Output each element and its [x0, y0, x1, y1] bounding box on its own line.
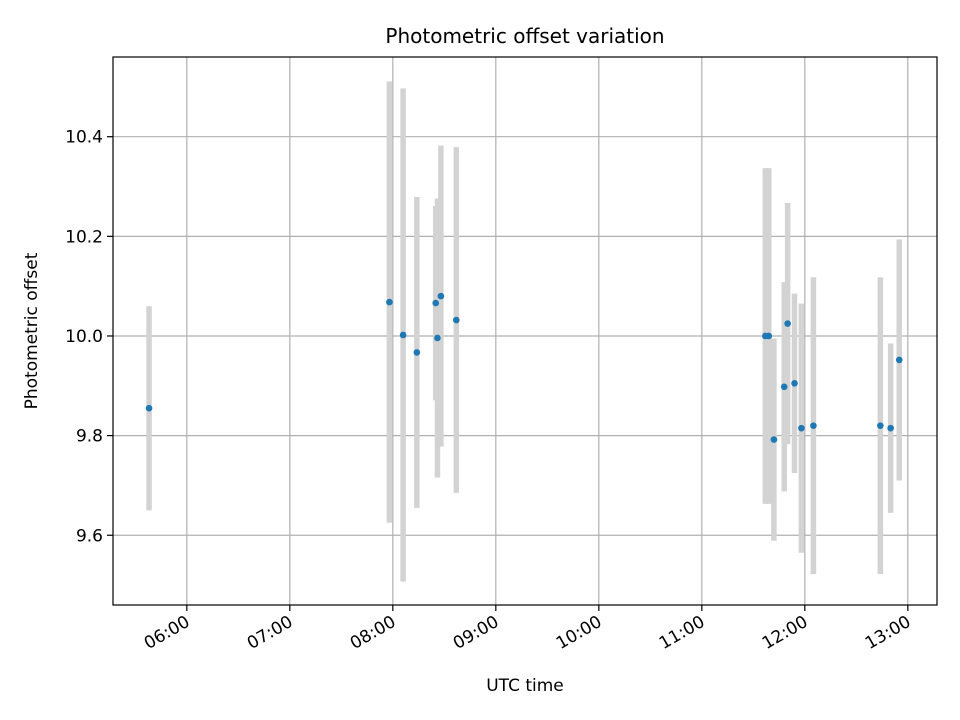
- data-point: [437, 292, 445, 300]
- y-tick-label: 10.2: [65, 227, 103, 247]
- y-tick-label: 9.6: [76, 526, 103, 546]
- chart-title: Photometric offset variation: [385, 24, 664, 48]
- y-tick-label: 9.8: [76, 427, 103, 447]
- data-point: [413, 349, 421, 356]
- data-point: [810, 422, 817, 429]
- data-point: [895, 356, 903, 364]
- data-point: [770, 436, 778, 443]
- data-point: [145, 404, 153, 412]
- data-point: [453, 316, 460, 324]
- data-point: [432, 299, 440, 307]
- data-point: [784, 320, 791, 327]
- y-tick-label: 10.0: [65, 327, 103, 347]
- data-point: [386, 298, 393, 306]
- data-point: [434, 334, 441, 342]
- plot-frame: [112, 56, 938, 606]
- data-point: [780, 383, 788, 391]
- x-axis-label: UTC time: [486, 676, 564, 696]
- data-point: [765, 332, 773, 340]
- data-point: [798, 424, 805, 432]
- y-axis-label: Photometric offset: [22, 252, 42, 409]
- data-point: [877, 422, 884, 429]
- y-tick-label: 10.4: [65, 128, 103, 148]
- data-point: [791, 380, 798, 387]
- data-point: [399, 331, 407, 339]
- data-point: [887, 424, 894, 432]
- data-points: [145, 292, 903, 443]
